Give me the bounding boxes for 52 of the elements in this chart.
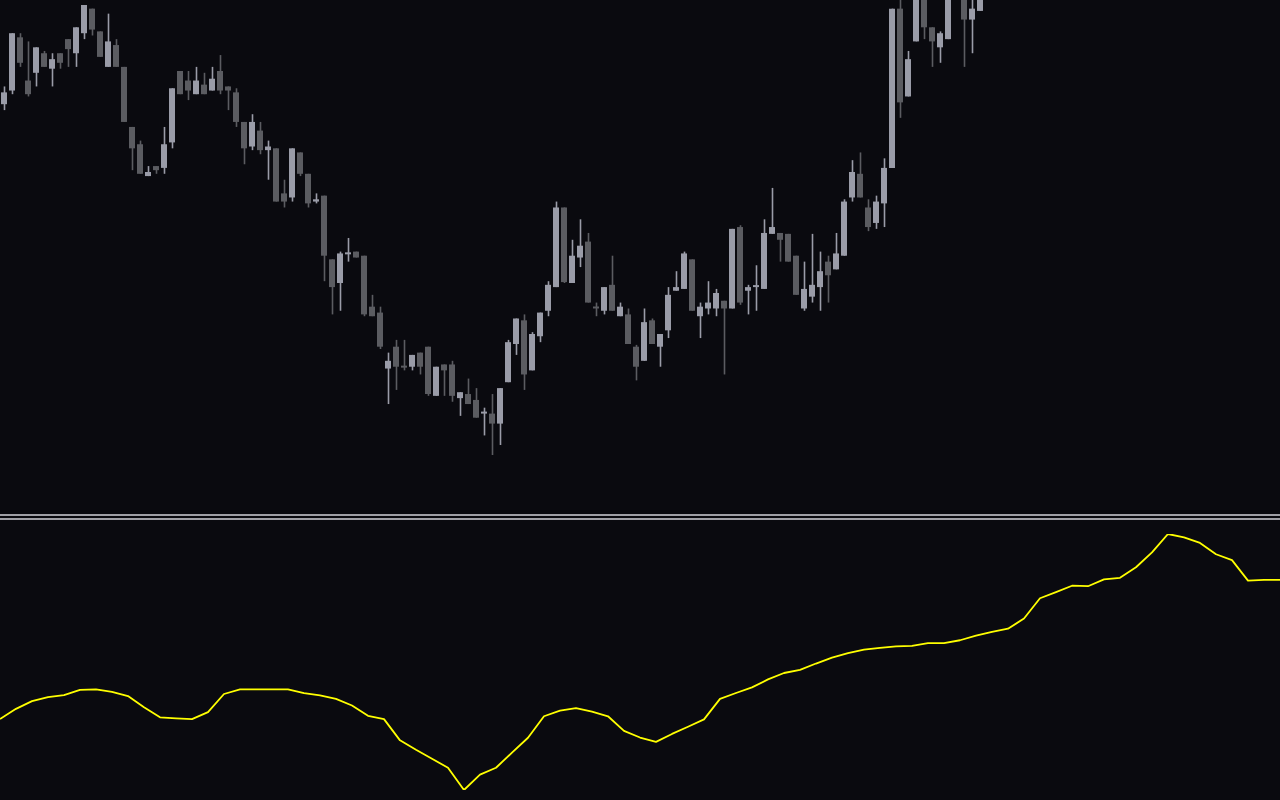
candlestick — [865, 198, 871, 232]
candlestick — [809, 233, 815, 304]
candlestick — [713, 288, 719, 318]
candlestick — [25, 40, 31, 98]
candlestick — [577, 218, 583, 268]
candlestick — [441, 363, 447, 397]
candlestick — [401, 339, 407, 372]
candlestick — [161, 126, 167, 175]
candlestick — [193, 66, 199, 95]
candlestick — [393, 339, 399, 391]
candlestick — [457, 391, 463, 417]
candlestick — [929, 26, 935, 68]
candlestick — [65, 38, 71, 68]
candlestick — [657, 333, 663, 368]
candlestick — [801, 260, 807, 312]
candlestick — [209, 66, 215, 92]
candlestick — [753, 264, 759, 312]
candlestick — [89, 7, 95, 37]
candlestick — [257, 121, 263, 156]
candlestick — [129, 126, 135, 171]
candlestick — [673, 270, 679, 292]
candlestick — [113, 38, 119, 68]
candlestick — [833, 232, 839, 271]
candlestick — [633, 344, 639, 382]
candlestick — [489, 393, 495, 456]
candlestick — [817, 250, 823, 312]
candlestick — [225, 85, 231, 111]
candlestick — [969, 0, 975, 55]
candlestick — [721, 299, 727, 376]
candlestick — [473, 387, 479, 419]
candlestick — [825, 254, 831, 304]
candlestick — [857, 151, 863, 199]
candlestick — [769, 187, 775, 235]
candlestick — [649, 317, 655, 345]
candlestick — [1, 85, 7, 111]
candlestick — [345, 237, 351, 263]
candlestick — [185, 70, 191, 101]
candlestick — [281, 178, 287, 209]
candlestick — [777, 232, 783, 263]
candlestick — [601, 286, 607, 316]
candlestick — [297, 151, 303, 177]
candlestick — [385, 351, 391, 405]
candlestick — [745, 284, 751, 316]
candlestick — [465, 377, 471, 405]
candlestick — [481, 406, 487, 437]
candlestick — [217, 54, 223, 95]
candlestick — [49, 52, 55, 88]
candlestick — [961, 0, 967, 68]
candlestick — [537, 311, 543, 343]
candlestick — [937, 30, 943, 64]
candlestick — [873, 194, 879, 230]
candlestick — [697, 301, 703, 339]
